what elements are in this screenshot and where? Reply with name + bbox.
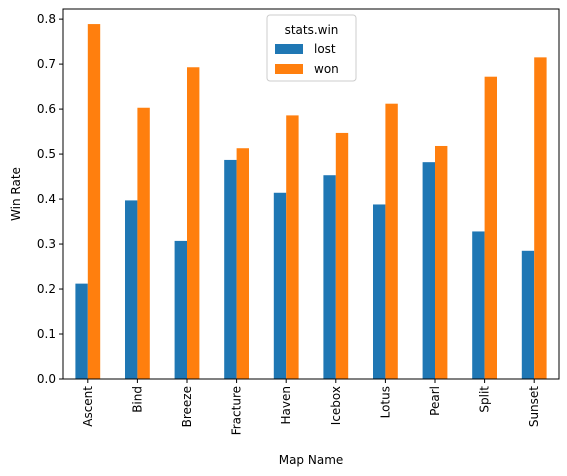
bar-won-haven	[286, 115, 299, 379]
bar-lost-breeze	[174, 240, 187, 379]
legend-label-won: won	[314, 62, 339, 76]
y-axis-label: Win Rate	[9, 167, 23, 221]
x-tick-label-fracture: Fracture	[230, 386, 244, 435]
x-axis-label: Map Name	[279, 453, 344, 467]
plot-frame	[62, 8, 560, 380]
y-tick-label: 0.8	[37, 12, 56, 26]
y-tick-label: 0.7	[37, 57, 56, 71]
y-tick-label: 0.5	[37, 147, 56, 161]
bar-won-fracture	[236, 148, 249, 379]
bar-won-sunset	[534, 57, 547, 379]
bar-lost-fracture	[224, 159, 237, 379]
legend: stats.win lost won	[266, 14, 357, 82]
bar-won-breeze	[187, 67, 200, 380]
bars-group	[75, 24, 547, 380]
y-tick-label: 0.6	[37, 102, 56, 116]
bar-won-split	[484, 76, 497, 380]
x-tick-label-icebox: Icebox	[329, 386, 343, 425]
y-tick-label: 0.2	[37, 282, 56, 296]
legend-label-lost: lost	[314, 42, 336, 56]
bar-lost-bind	[125, 200, 138, 379]
y-axis: 0.0 0.1 0.2 0.3 0.4 0.5 0.6 0.7 0.8	[37, 12, 63, 386]
y-tick-label: 0.4	[37, 192, 56, 206]
x-tick-label-breeze: Breeze	[180, 386, 194, 427]
bar-lost-split	[472, 231, 485, 379]
bar-won-lotus	[385, 103, 398, 380]
bar-won-bind	[137, 107, 150, 379]
y-tick-label: 0.1	[37, 327, 56, 341]
y-tick-label: 0.3	[37, 237, 56, 251]
x-tick-label-split: Split	[478, 386, 492, 413]
bar-lost-icebox	[323, 175, 336, 379]
y-tick-label: 0.0	[37, 372, 56, 386]
bar-lost-lotus	[373, 204, 386, 379]
x-tick-label-ascent: Ascent	[81, 386, 95, 427]
legend-title: stats.win	[285, 23, 339, 37]
x-tick-label-sunset: Sunset	[527, 386, 541, 427]
x-tick-label-haven: Haven	[279, 386, 293, 424]
bar-won-icebox	[335, 132, 349, 379]
x-tick-label-bind: Bind	[130, 386, 144, 413]
bar-won-pearl	[435, 145, 448, 379]
x-axis: Ascent Bind Breeze Fracture Haven Icebox Lotus…	[81, 379, 541, 435]
bar-lost-ascent	[75, 283, 88, 379]
bar-won-ascent	[87, 24, 101, 379]
x-tick-label-pearl: Pearl	[428, 386, 442, 416]
bar-lost-pearl	[422, 162, 435, 379]
bar-lost-sunset	[521, 250, 535, 379]
x-tick-label-lotus: Lotus	[378, 386, 392, 418]
legend-swatch-lost	[275, 44, 303, 54]
legend-swatch-won	[275, 64, 303, 74]
bar-lost-haven	[273, 192, 287, 379]
